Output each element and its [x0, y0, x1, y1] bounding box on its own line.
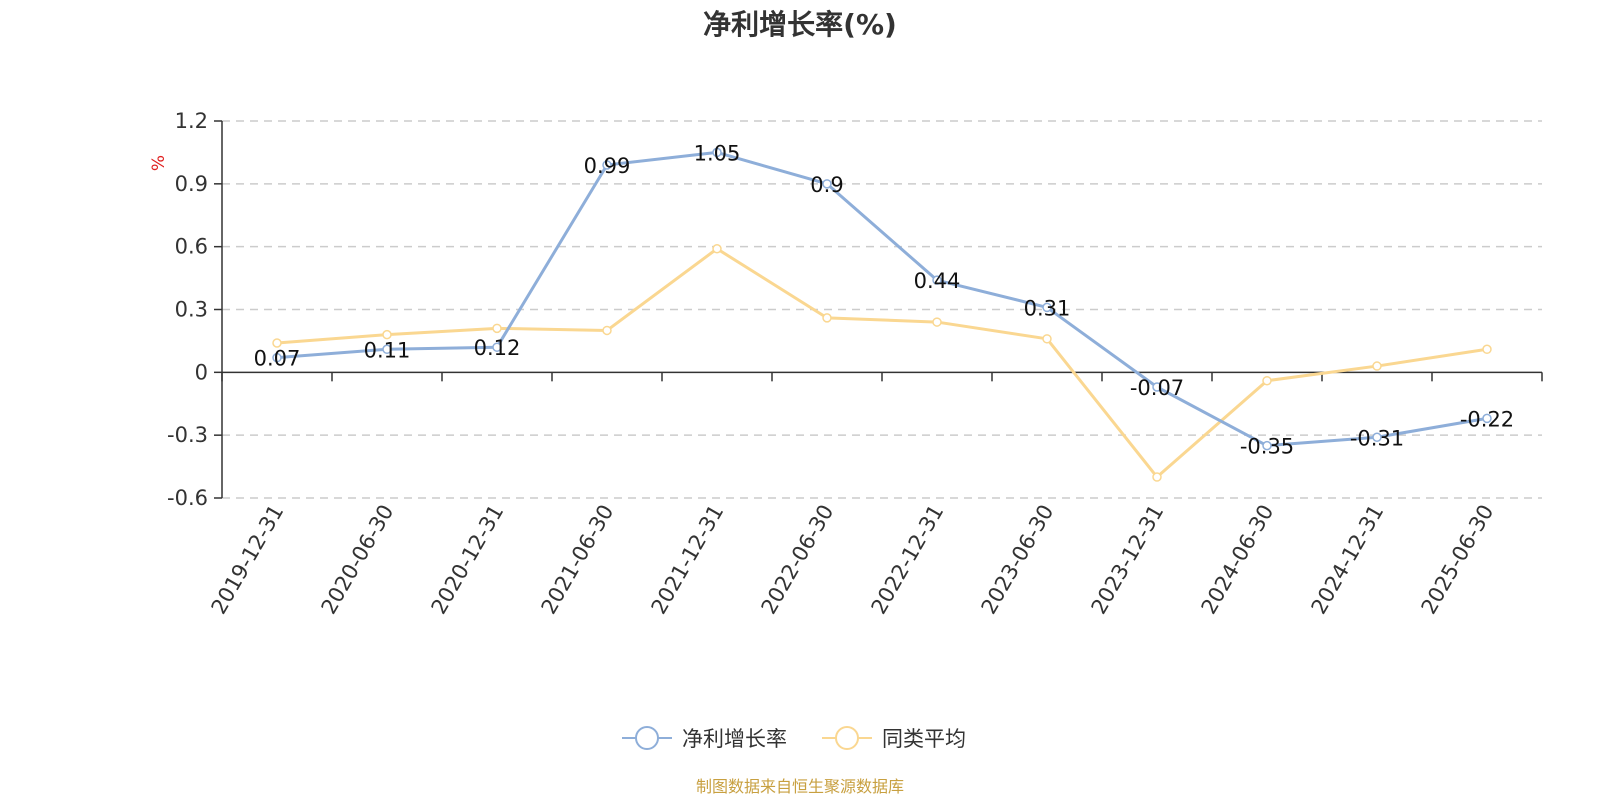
data-point-primary — [602, 160, 612, 170]
x-tick-label: 2021-12-31 — [647, 501, 729, 619]
data-label-primary: 1.05 — [694, 141, 741, 165]
x-tick-label: 2019-12-31 — [207, 501, 289, 619]
legend-item-average[interactable]: 同类平均 — [822, 726, 966, 751]
data-point-primary — [1152, 382, 1162, 392]
x-tick-label: 2022-06-30 — [757, 501, 839, 619]
series-line-average — [276, 247, 1488, 479]
data-label-primary: -0.35 — [1240, 435, 1294, 459]
data-point-primary — [712, 147, 722, 158]
data-labels: 0.07 0.11 0.12 0.99 1.05 0.9 0.44 0.31 -0.07 -0.3… — [254, 141, 1515, 458]
data-point-primary — [1372, 432, 1382, 443]
legend-item-primary[interactable]: 净利增长率 — [622, 726, 787, 751]
data-point-primary — [1482, 413, 1492, 424]
data-point-average — [712, 244, 722, 254]
legend[interactable]: 净利增长率 同类平均 — [622, 726, 966, 751]
data-point-average — [1482, 344, 1492, 355]
x-tick-label: 2022-12-31 — [867, 501, 949, 619]
data-label-primary: 0.99 — [584, 154, 631, 178]
y-tick-label: 0.9 — [175, 172, 208, 196]
data-point-average — [382, 329, 392, 340]
x-tick-label: 2024-12-31 — [1307, 501, 1389, 619]
data-label-primary: -0.07 — [1130, 376, 1184, 400]
data-point-primary — [492, 342, 502, 352]
legend-circle-icon-average — [835, 726, 859, 750]
data-point-average — [272, 338, 282, 348]
data-point-primary — [1262, 440, 1272, 451]
x-tick-label: 2020-12-31 — [427, 501, 509, 619]
x-tick-label: 2024-06-30 — [1197, 501, 1279, 619]
y-tick-label: 1.2 — [175, 109, 208, 133]
data-point-primary — [822, 179, 832, 189]
chart-title: 净利增长率(%) — [703, 8, 897, 41]
data-label-primary: -0.31 — [1350, 426, 1404, 450]
x-tick-label: 2023-06-30 — [977, 501, 1059, 619]
data-label-primary: 0.31 — [1024, 296, 1071, 320]
data-point-primary — [1042, 302, 1052, 313]
data-point-average — [932, 317, 942, 327]
data-point-average — [1042, 334, 1052, 344]
y-tick-label: 0 — [195, 360, 208, 384]
data-point-average — [1372, 361, 1382, 371]
data-label-primary: 0.07 — [254, 347, 301, 371]
data-label-primary: 0.44 — [914, 269, 961, 293]
series-lines — [272, 147, 1492, 482]
data-point-primary — [932, 275, 942, 285]
legend-label-primary: 净利增长率 — [682, 727, 787, 751]
data-point-average — [822, 313, 832, 323]
legend-label-average: 同类平均 — [882, 727, 966, 751]
data-point-average — [602, 325, 612, 336]
data-label-primary: 0.12 — [474, 336, 521, 360]
grid-lines — [222, 120, 1542, 499]
data-label-primary: 0.9 — [810, 173, 843, 197]
data-point-primary — [382, 344, 392, 355]
x-tick-label: 2025-06-30 — [1417, 501, 1499, 619]
x-tick-label: 2023-12-31 — [1087, 501, 1169, 619]
x-tick-label: 2021-06-30 — [537, 501, 619, 619]
data-point-average — [1152, 472, 1162, 482]
y-tick-label: 0.3 — [175, 298, 208, 322]
y-tick-label: -0.3 — [167, 423, 208, 447]
series-line-primary — [276, 150, 1488, 448]
data-point-average — [1262, 375, 1272, 386]
y-tick-label: 0.6 — [175, 235, 208, 259]
data-source-note: 制图数据来自恒生聚源数据库 — [696, 777, 904, 796]
x-tick-label: 2020-06-30 — [317, 501, 399, 619]
y-tick-label: -0.6 — [167, 486, 208, 510]
data-point-average — [492, 323, 502, 334]
data-label-primary: -0.22 — [1460, 407, 1514, 431]
data-point-primary — [272, 352, 282, 363]
y-axis-unit-label: % — [149, 155, 169, 171]
legend-circle-icon-primary — [635, 726, 659, 750]
data-label-primary: 0.11 — [364, 338, 411, 362]
